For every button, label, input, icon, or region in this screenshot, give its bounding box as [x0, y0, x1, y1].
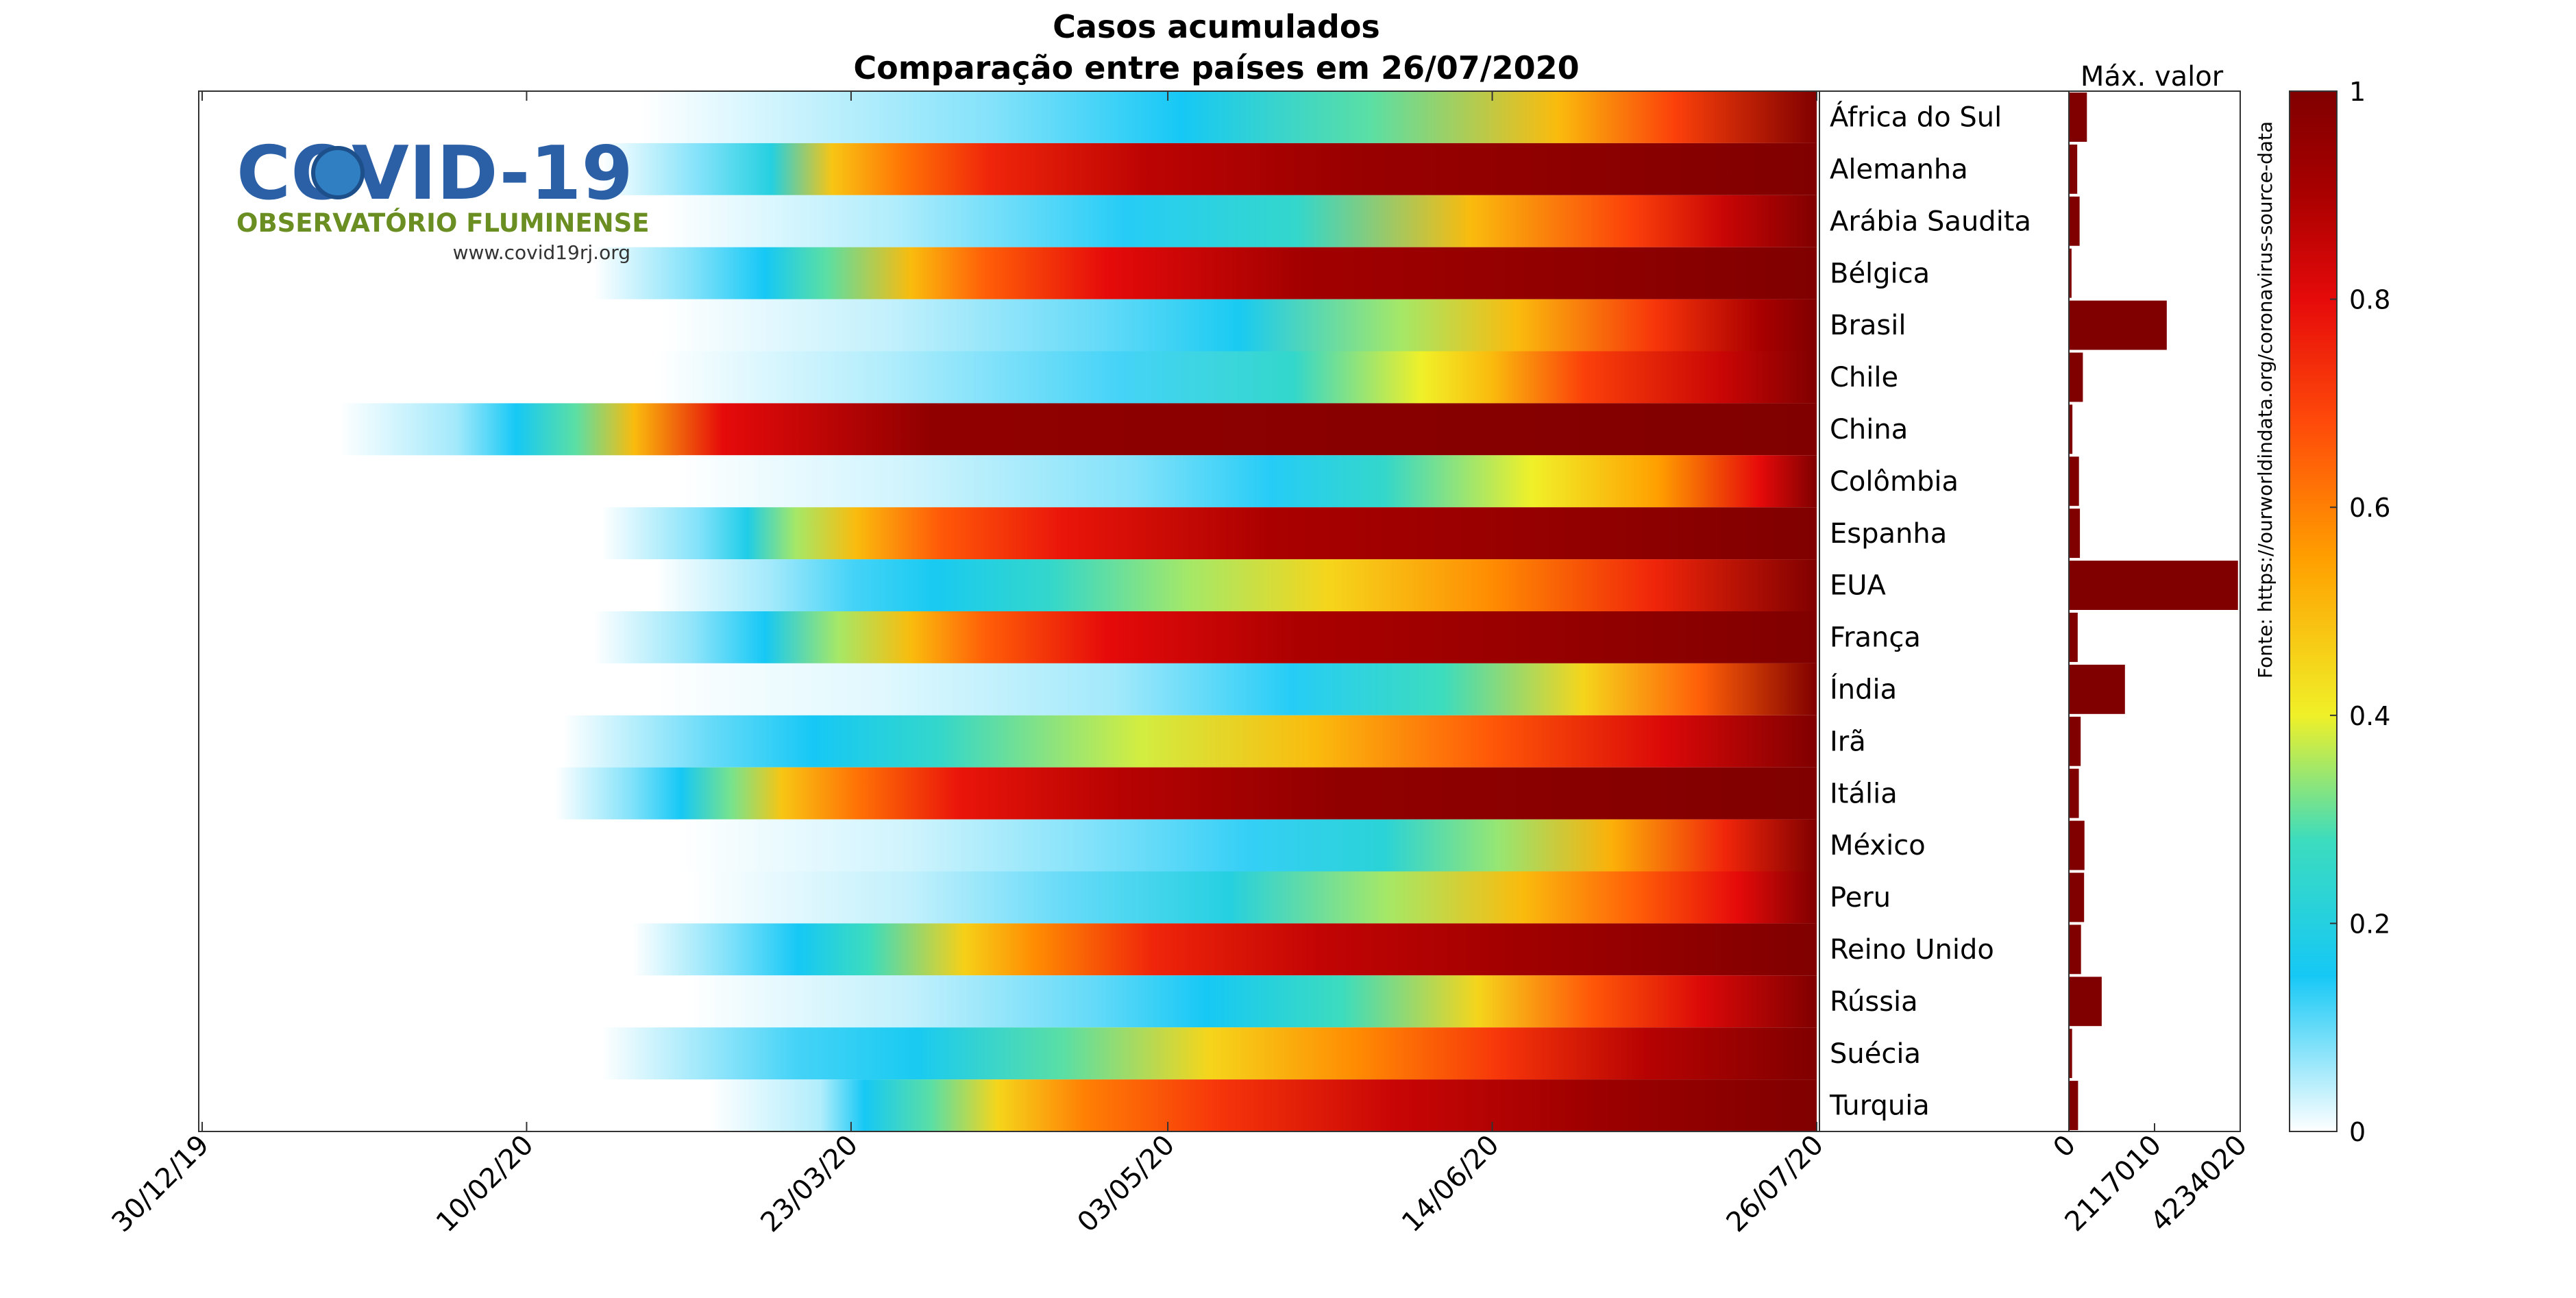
colorbar-gradient [2289, 90, 2338, 1132]
max-value-bar [2069, 144, 2078, 194]
country-label: Bélgica [1830, 258, 1930, 289]
country-label: Reino Unido [1830, 934, 1994, 966]
max-value-bar [2069, 561, 2238, 610]
heat-row [686, 871, 1817, 924]
logo-subtitle: OBSERVATÓRIO FLUMINENSE [236, 208, 650, 238]
country-label: Irã [1830, 726, 1866, 757]
heat-row [601, 507, 1817, 560]
max-value-bar [2069, 613, 2078, 662]
country-label: Turquia [1829, 1090, 1930, 1122]
heat-row [709, 1079, 1817, 1131]
x-tick-label: 30/12/19 [106, 1129, 216, 1239]
heat-row [655, 351, 1817, 404]
colorbar-tick-label: 0.4 [2349, 701, 2390, 731]
colorbar-tick-label: 0.2 [2349, 909, 2390, 939]
max-value-bar [2069, 924, 2081, 975]
max-value-bar [2069, 664, 2125, 714]
heatmap-rows [339, 91, 1817, 1131]
heat-row [648, 663, 1817, 715]
source-note: Fonte: https://ourworldindata.org/corona… [2254, 121, 2277, 678]
country-label: México [1830, 830, 1926, 861]
logo-url: www.covid19rj.org [453, 241, 630, 264]
chart-subtitle: Comparação entre países em 26/07/2020 [853, 49, 1579, 86]
max-value-bar [2069, 768, 2079, 818]
heat-row [663, 299, 1817, 352]
colorbar: 0 0.2 0.4 0.6 0.8 1 [2289, 77, 2390, 1147]
x-tick-label: 23/03/20 [755, 1129, 864, 1239]
x-tick-label: 26/07/20 [1721, 1129, 1830, 1239]
country-label: Espanha [1830, 518, 1947, 550]
heat-row [554, 767, 1817, 820]
max-value-bar [2069, 352, 2083, 402]
heat-row [663, 195, 1817, 247]
virus-icon [311, 146, 365, 199]
max-value-bar [2069, 977, 2102, 1027]
max-value-bar [2069, 509, 2081, 559]
max-value-label: Máx. valor [2081, 61, 2224, 93]
country-label: EUA [1830, 570, 1887, 602]
bar-tick-label: 0 [2048, 1129, 2083, 1164]
country-label: China [1830, 414, 1908, 445]
country-label: França [1830, 622, 1921, 654]
max-value-bar [2069, 248, 2072, 298]
max-value-bar [2069, 93, 2087, 142]
heat-row [678, 819, 1817, 872]
label-box [1819, 90, 2070, 1132]
country-label: Suécia [1830, 1038, 1921, 1070]
heat-row [678, 455, 1817, 508]
x-tick-label: 03/05/20 [1072, 1129, 1181, 1239]
heat-row [563, 715, 1817, 768]
max-value-bar [2069, 820, 2085, 870]
max-value-bar [2069, 196, 2080, 246]
bar-panel-box [2068, 90, 2241, 1132]
colorbar-tick-label: 0 [2349, 1117, 2366, 1147]
chart-title: Casos acumulados [1053, 8, 1380, 45]
colorbar-tick-label: 0.6 [2349, 493, 2390, 523]
max-value-bar [2069, 404, 2073, 454]
country-label: Índia [1830, 673, 1897, 706]
colorbar-tick-label: 0.8 [2349, 285, 2390, 315]
colorbar-tick-label: 1 [2349, 77, 2366, 107]
heat-row [686, 975, 1817, 1028]
country-label: Chile [1830, 362, 1898, 393]
max-value-bar [2069, 1029, 2072, 1079]
logo-main: COVID-19 [236, 131, 633, 217]
country-label: Rússia [1830, 986, 1918, 1018]
country-label: Alemanha [1830, 154, 1968, 186]
heat-row [639, 91, 1817, 143]
heat-row [593, 611, 1817, 663]
heat-row [632, 923, 1817, 976]
country-labels: África do Sul Alemanha Arábia Saudita Bélgi… [1819, 90, 2070, 1132]
logo: COVID-19 OBSERVATÓRIO FLUMINENSE www.cov… [236, 131, 650, 264]
heat-row [339, 403, 1817, 456]
country-label: Arábia Saudita [1830, 206, 2031, 237]
country-label: Peru [1830, 882, 1891, 914]
country-label: Colômbia [1830, 466, 1959, 498]
country-label: Brasil [1830, 310, 1906, 341]
country-label: Itália [1830, 778, 1898, 809]
max-value-bar [2069, 1081, 2078, 1130]
max-value-bar [2069, 300, 2167, 350]
heat-row [601, 143, 1817, 195]
max-value-bar [2069, 456, 2079, 506]
x-tick-label: 14/06/20 [1396, 1129, 1506, 1239]
heat-row [601, 1027, 1817, 1080]
x-tick-label: 10/02/20 [430, 1129, 540, 1239]
heat-row [593, 247, 1817, 299]
max-value-bar [2069, 872, 2085, 922]
heat-row [655, 559, 1817, 611]
country-label: África do Sul [1830, 101, 2002, 134]
max-value-bar [2069, 716, 2081, 766]
